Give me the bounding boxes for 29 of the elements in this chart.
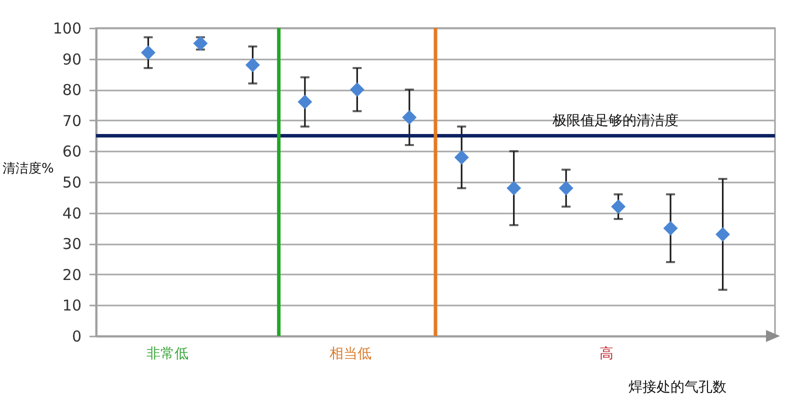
text: 非常低 — [146, 346, 189, 362]
point — [140, 45, 156, 60]
y-tick-label: 10 — [62, 296, 82, 315]
point — [245, 58, 260, 72]
y-tick-label: 80 — [62, 81, 82, 100]
y-tick-label: 100 — [52, 20, 82, 38]
y-tick-label: 30 — [62, 235, 82, 254]
point — [402, 110, 417, 125]
y-tick-label: 40 — [62, 204, 82, 222]
y-tick-label: 90 — [62, 50, 82, 68]
point — [298, 94, 312, 110]
y-axis-title: 清洁度% — [2, 160, 54, 176]
ref-line-label: 极限值足够的清洁度 — [551, 112, 678, 129]
y-tick-label: 70 — [62, 112, 82, 130]
text: 高 — [599, 346, 614, 362]
y-tick-label: 60 — [62, 142, 82, 161]
point — [454, 150, 469, 165]
point — [716, 227, 730, 242]
point — [193, 36, 208, 51]
point — [611, 199, 626, 214]
point — [558, 180, 574, 196]
point — [350, 82, 364, 97]
y-tick-label: 50 — [62, 174, 82, 192]
point — [506, 180, 522, 196]
y-tick-label: 0 — [72, 328, 82, 346]
y-tick-label: 20 — [62, 266, 82, 284]
point — [663, 220, 678, 236]
x-axis-title: 焊接处的气孔数 — [628, 380, 726, 396]
text: 相当低 — [329, 346, 372, 362]
